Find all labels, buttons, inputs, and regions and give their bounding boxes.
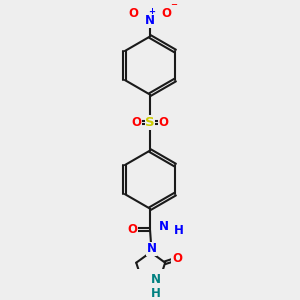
Text: O: O (128, 223, 138, 236)
Text: O: O (161, 7, 171, 20)
Text: H: H (173, 224, 183, 237)
Text: O: O (131, 116, 141, 129)
Text: O: O (159, 116, 169, 129)
Text: −: − (170, 1, 177, 10)
Text: H: H (151, 286, 161, 300)
Text: O: O (129, 7, 139, 20)
Text: N: N (145, 14, 155, 27)
Text: N: N (146, 242, 156, 255)
Text: N: N (159, 220, 169, 233)
Text: O: O (172, 252, 182, 266)
Text: S: S (145, 116, 155, 129)
Text: +: + (148, 7, 155, 16)
Text: N: N (151, 273, 161, 286)
